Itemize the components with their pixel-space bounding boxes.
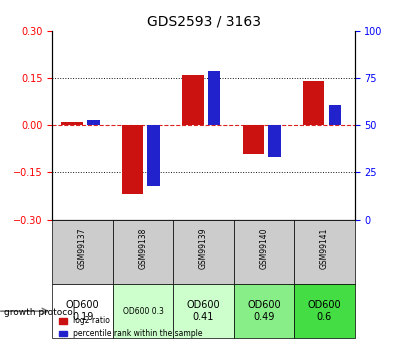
Text: OD600
0.19: OD600 0.19 — [66, 300, 100, 322]
Legend: log2 ratio, percentile rank within the sample: log2 ratio, percentile rank within the s… — [56, 313, 206, 341]
Bar — [61, 122, 83, 125]
Bar — [182, 75, 204, 125]
FancyBboxPatch shape — [294, 284, 355, 338]
Bar — [147, 125, 160, 186]
FancyBboxPatch shape — [173, 219, 234, 284]
FancyBboxPatch shape — [113, 284, 173, 338]
Bar — [303, 81, 324, 125]
Title: GDS2593 / 3163: GDS2593 / 3163 — [147, 14, 260, 29]
Bar — [268, 125, 281, 157]
FancyBboxPatch shape — [234, 219, 294, 284]
Text: GSM99141: GSM99141 — [320, 228, 329, 269]
FancyBboxPatch shape — [113, 219, 173, 284]
FancyBboxPatch shape — [52, 284, 113, 338]
Text: growth protocol: growth protocol — [4, 308, 75, 317]
Text: OD600 0.3: OD600 0.3 — [123, 307, 164, 316]
FancyBboxPatch shape — [173, 284, 234, 338]
FancyBboxPatch shape — [52, 219, 113, 284]
Text: GSM99137: GSM99137 — [78, 228, 87, 269]
Bar — [122, 125, 143, 195]
Text: GSM99140: GSM99140 — [260, 228, 268, 269]
Text: OD600
0.41: OD600 0.41 — [187, 300, 220, 322]
Text: OD600
0.49: OD600 0.49 — [247, 300, 281, 322]
FancyBboxPatch shape — [234, 284, 294, 338]
Text: GSM99139: GSM99139 — [199, 228, 208, 269]
FancyBboxPatch shape — [294, 219, 355, 284]
Text: OD600
0.6: OD600 0.6 — [307, 300, 341, 322]
Text: GSM99138: GSM99138 — [139, 228, 147, 269]
Bar — [329, 105, 341, 125]
Bar — [208, 71, 220, 125]
Bar — [243, 125, 264, 154]
Bar — [87, 120, 100, 125]
